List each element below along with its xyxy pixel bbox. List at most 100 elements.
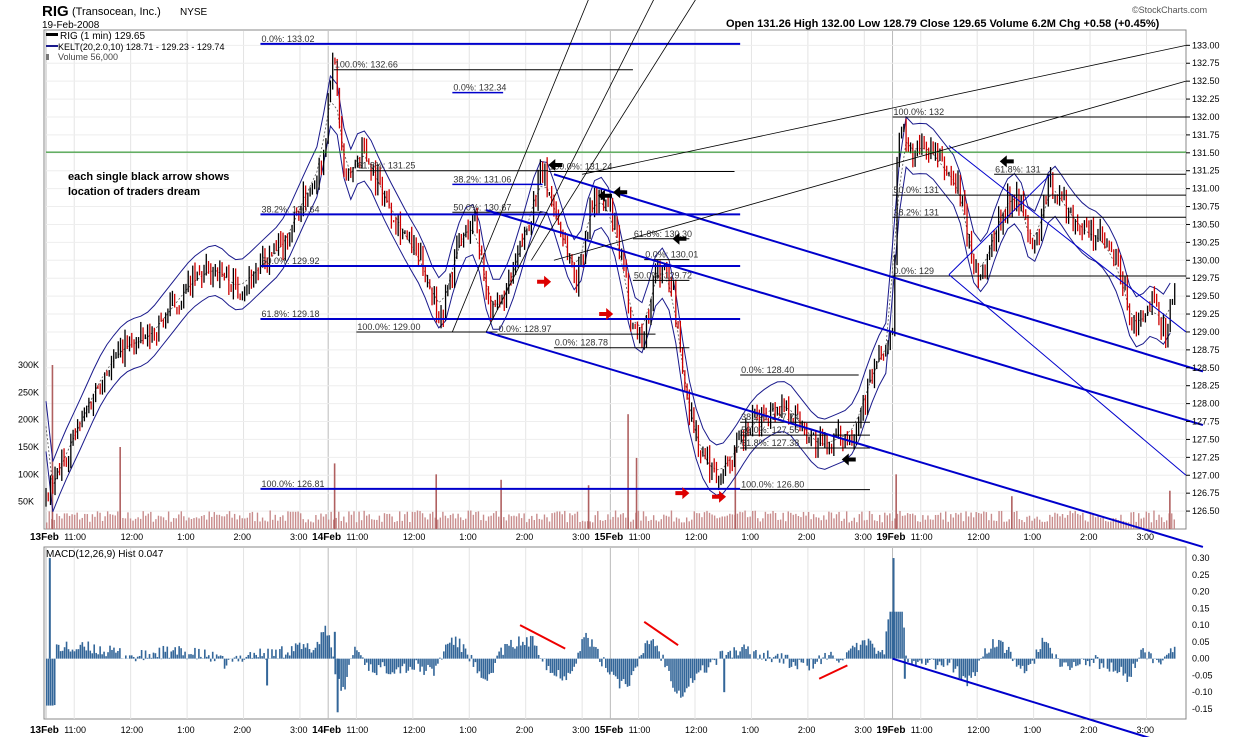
macd-bar [283,657,285,659]
price-tick-label: 128.75 [1192,345,1220,355]
volume-bar [612,516,614,529]
macd-bar [612,658,615,675]
macd-bar [662,654,664,659]
macd-bar [599,658,601,662]
volume-bar [640,520,642,529]
volume-bar [106,511,109,529]
macd-bar [150,657,153,659]
volume-bar [970,512,972,529]
volume-bar [528,518,530,529]
macd-bar [719,651,722,659]
macd-bar [211,651,214,659]
macd-bar [1015,658,1018,667]
volume-bar [172,518,175,529]
volume-bar [978,512,980,529]
volume-bar [48,511,50,529]
macd-bar [871,643,874,659]
macd-bar [61,650,64,659]
volume-bar [685,517,688,529]
macd-bar [318,644,321,659]
volume-bar [112,514,114,529]
time-tick-label: 1:00 [1024,532,1042,542]
macd-bar [958,658,961,679]
macd-tick-label: 0.15 [1192,603,1210,613]
macd-bar [225,658,228,666]
volume-bar [310,521,312,529]
volume-bar [696,513,698,529]
volume-bar [1064,517,1066,529]
macd-bar [221,656,224,659]
macd-bar [298,642,301,659]
volume-bar [894,518,896,529]
volume-bar [297,511,299,529]
volume-bar [688,521,690,529]
volume-bar [531,515,533,529]
black-arrow-icon [999,155,1014,168]
macd-bar [761,658,763,660]
macd-bar [1041,637,1044,659]
macd-bar [917,658,919,662]
macd-bar [401,658,404,667]
volume-bar [340,521,342,529]
volume-bar [320,513,322,529]
macd-bar [729,650,732,659]
macd-bar [735,650,737,659]
volume-bar [454,518,457,529]
volume-bar [266,521,269,529]
macd-bar [59,651,62,659]
volume-bar [828,511,830,529]
volume-bar [660,519,662,529]
volume-bar [1003,521,1005,529]
macd-bar [138,655,141,659]
volume-bar [475,511,477,529]
volume-bar [774,512,777,529]
macd-bar [978,658,980,661]
volume-bar [335,517,337,529]
macd-bar [478,658,481,672]
macd-bar [403,658,406,664]
volume-bar [1059,516,1061,529]
macd-bar [806,658,809,666]
volume-bar [426,519,429,529]
macd-bar [292,651,295,659]
volume-bar [602,520,604,529]
macd-bar [535,645,538,659]
volume-bar [927,515,929,529]
volume-tick-label: 250K [18,387,39,397]
volume-bar [322,516,325,529]
volume-bar [332,519,335,529]
volume-bar [330,511,332,529]
volume-bar [698,513,701,529]
macd-bar [743,644,745,659]
volume-bar [566,522,569,529]
volume-bar [279,516,282,529]
volume-bar [708,512,711,529]
macd-bar [648,644,651,659]
macd-bar [1144,652,1146,659]
volume-bar [1150,522,1153,529]
macd-bar [709,658,712,663]
volume-bar [884,512,886,529]
macd-bar [873,647,876,659]
macd-bar [140,650,143,659]
volume-bar [762,518,764,529]
volume-bar [137,517,139,529]
time-tick-label: 11:00 [346,725,368,735]
macd-bar [741,647,743,659]
volume-bar [625,517,627,529]
macd-bar [371,658,374,673]
volume-bar [160,516,162,529]
macd-bar [711,658,714,660]
macd-bar [1059,658,1061,667]
macd-bar [616,658,619,679]
volume-bar [147,513,149,529]
macd-bar [427,658,429,665]
black-arrow-icon [597,189,612,202]
time-tick-label: 3:00 [572,532,590,542]
macd-bar [472,658,475,667]
volume-bar [1000,510,1003,529]
volume-bar [421,513,424,529]
fib-level-label: 38.2%: 131 [894,207,940,217]
volume-bar [581,520,584,529]
time-tick-label: 2:00 [234,725,252,735]
